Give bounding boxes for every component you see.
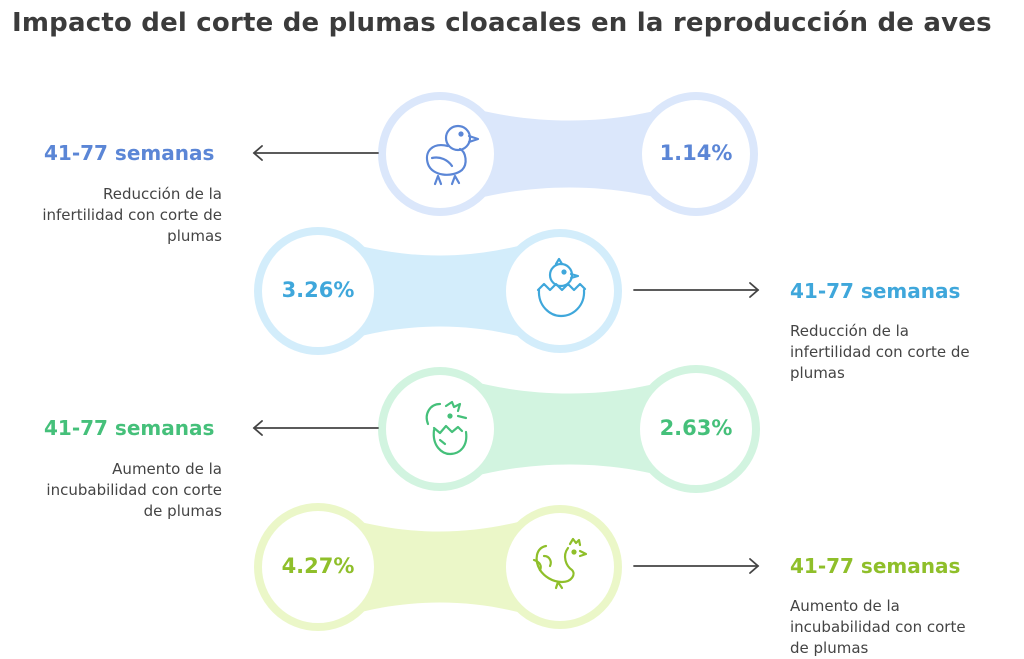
value-row-1: 1.14%: [659, 141, 733, 165]
arrow-row-4: [633, 558, 760, 574]
heading-row-4: 41-77 semanas: [790, 554, 961, 578]
row-1-shape: [378, 92, 758, 216]
value-row-3: 2.63%: [659, 416, 733, 440]
hatching-egg-icon: [425, 400, 468, 456]
description-row-2: Reducción de la infertilidad con corte d…: [790, 322, 970, 382]
heading-row-1: 41-77 semanas: [44, 141, 215, 165]
row-3-shape: [378, 365, 760, 493]
chick-hatching-icon: [536, 257, 587, 318]
arrow-row-3: [252, 420, 379, 436]
row-2-shape: [254, 227, 622, 355]
arrow-row-2: [633, 282, 760, 298]
page-title: Impacto del corte de plumas cloacales en…: [12, 8, 992, 38]
value-row-4: 4.27%: [281, 554, 355, 578]
row-4-shape: [254, 503, 622, 631]
chick-icon: [425, 124, 480, 186]
rooster-icon: [532, 537, 588, 590]
heading-row-3: 41-77 semanas: [44, 416, 215, 440]
description-row-3: Aumento de la incubabilidad con corte de…: [46, 460, 222, 520]
value-row-2: 3.26%: [281, 278, 355, 302]
arrow-row-1: [252, 145, 379, 161]
description-row-1: Reducción de la infertilidad con corte d…: [42, 185, 222, 245]
description-row-4: Aumento de la incubabilidad con corte de…: [790, 597, 966, 657]
heading-row-2: 41-77 semanas: [790, 279, 961, 303]
